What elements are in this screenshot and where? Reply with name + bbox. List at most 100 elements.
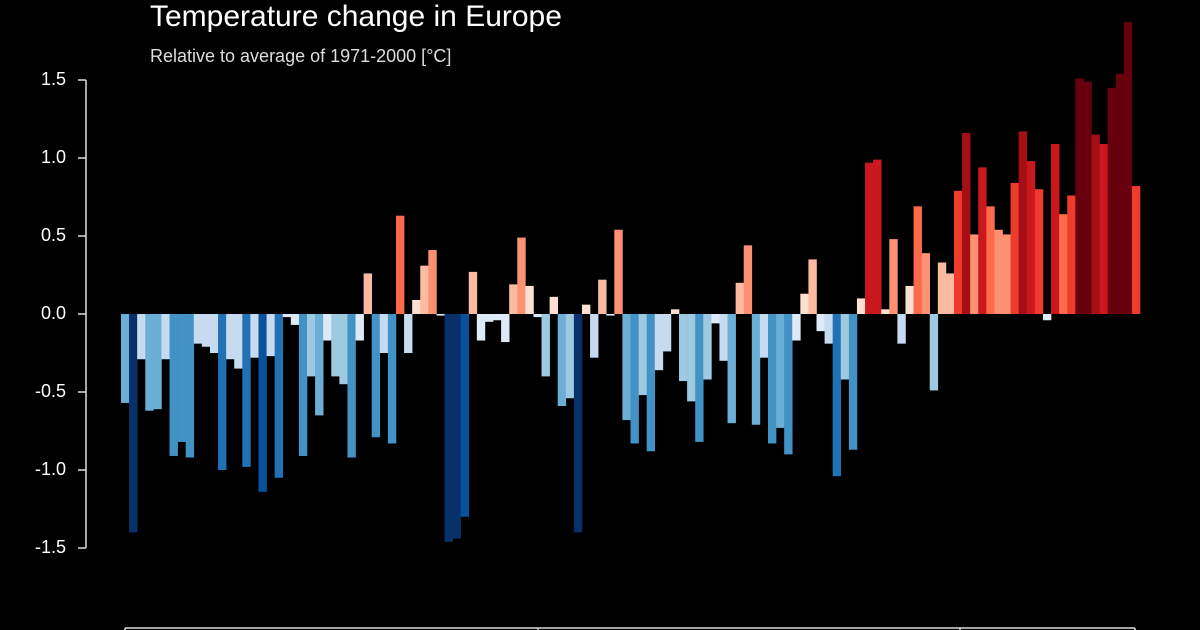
bar [468,271,478,314]
bar [865,162,874,314]
bar [913,206,922,314]
bar [598,279,607,314]
bar [1002,234,1011,314]
bar [1051,143,1060,314]
bar [962,133,971,314]
bar [242,314,251,467]
bar [581,304,591,314]
bar [646,314,656,452]
bar [549,296,559,314]
bar [921,253,931,314]
chart-title: Temperature change in Europe [150,0,562,33]
bar [509,284,518,314]
bar [970,234,979,314]
bar [177,314,186,442]
bar [759,314,769,358]
bar [800,293,809,314]
y-tick-label: 1.0 [41,147,66,167]
bar [679,314,688,382]
bar [266,314,275,357]
bar [226,314,235,360]
bar [929,314,939,391]
bar [662,314,672,352]
bar [250,314,259,358]
chart-subtitle: Relative to average of 1971-2000 [°C] [150,46,451,66]
bar [395,215,405,314]
bar [193,314,203,344]
bar [436,314,445,316]
bar [1083,81,1092,314]
bar [234,314,243,369]
bar [565,314,575,399]
bar [856,298,866,314]
bar [994,229,1003,314]
bar [727,314,736,424]
bar [606,314,615,316]
bar [557,314,567,407]
bar [1059,214,1068,314]
bar [444,314,453,542]
bar [638,314,647,396]
bar [986,206,995,314]
bar [1099,143,1108,314]
bar [209,314,219,353]
bar [525,285,534,314]
bar [719,314,728,361]
bar [654,314,664,371]
bar [808,259,817,314]
bar [315,314,324,416]
bar [517,237,526,314]
bar [614,229,623,314]
y-tick-label: -1.0 [35,459,66,479]
bar [476,314,486,341]
bar [687,314,696,402]
bar [630,314,639,444]
bar [274,314,284,478]
bar [743,245,753,314]
x-axis [124,627,1136,630]
bar [832,314,842,477]
bar [1107,87,1117,314]
bar [428,250,437,314]
bar [840,314,850,380]
y-tick-label: -1.5 [35,537,66,557]
y-tick-label: 1.5 [41,69,66,89]
bar [889,239,898,314]
bar [816,314,825,332]
bar [484,314,494,322]
bar [824,314,833,344]
bar [1067,195,1076,314]
bar [622,314,631,421]
bar [533,314,542,318]
bar [1034,189,1044,314]
y-tick-label: -0.5 [35,381,66,401]
bar [541,314,550,377]
bar [282,314,292,318]
bar [1075,78,1084,314]
bar [1042,314,1052,321]
bar [387,314,397,444]
bar [201,314,211,347]
bar [945,273,955,314]
bar [735,282,745,314]
bar [347,314,356,458]
bar [501,314,510,343]
bar [460,314,470,517]
bar [363,273,373,314]
y-tick-label: 0.0 [41,303,66,323]
bar [848,314,858,450]
bar [1018,131,1028,314]
bar [307,314,316,377]
bar [1010,182,1019,314]
bar [897,314,906,344]
bar [355,314,364,341]
bar [1115,73,1125,314]
bar [767,314,777,444]
bar [703,314,712,380]
bar [873,159,882,314]
bar [452,314,461,539]
bar [695,314,704,442]
bar [937,262,947,314]
bar [371,314,381,438]
bar [404,314,413,353]
